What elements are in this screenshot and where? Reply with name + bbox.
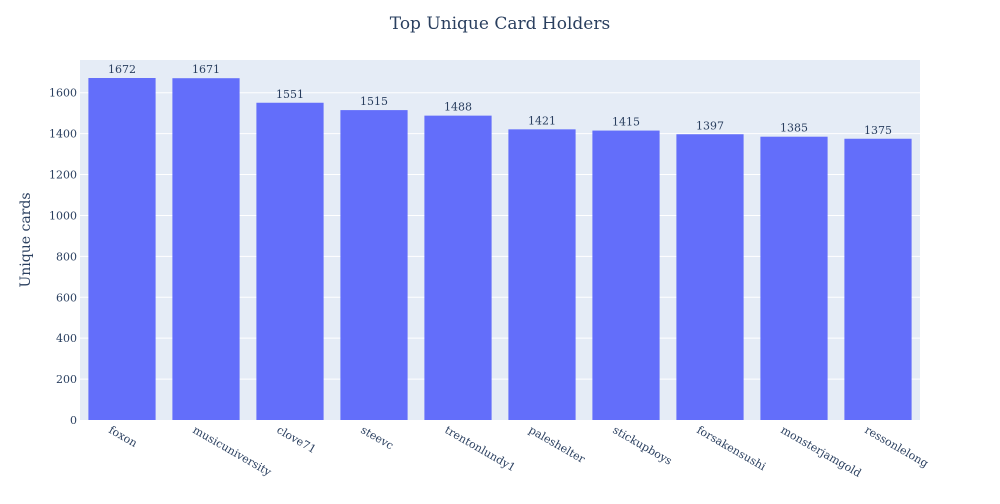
bar[interactable] — [676, 134, 744, 420]
x-tick-label: monsterjamgold — [779, 423, 864, 480]
y-tick-label: 1000 — [49, 209, 77, 222]
bar-value-label: 1671 — [192, 63, 220, 76]
y-tick-label: 600 — [56, 291, 77, 304]
y-axis-title: Unique cards — [18, 192, 34, 287]
bar-value-label: 1672 — [108, 63, 136, 76]
x-tick-label: trentonlundy1 — [443, 423, 518, 474]
bar[interactable] — [340, 110, 408, 420]
bar[interactable] — [592, 130, 660, 420]
y-tick-label: 0 — [70, 414, 77, 427]
x-axis-ticks: foxon musicuniversity clove71 steevc trenton… — [107, 423, 931, 480]
y-tick-label: 400 — [56, 332, 77, 345]
bar-value-label: 1385 — [780, 122, 808, 135]
bar[interactable] — [760, 136, 828, 421]
x-tick-label: forsakensushi — [695, 423, 769, 473]
x-tick-label: foxon — [107, 423, 140, 450]
x-tick-label: steevc — [359, 423, 396, 452]
bars: 1672 1671 1551 1515 1488 1421 1415 1397 1385 1375 — [88, 63, 912, 421]
x-tick-label: clove71 — [275, 423, 319, 456]
x-tick-label: paleshelter — [527, 423, 588, 466]
y-tick-label: 1200 — [49, 169, 77, 182]
y-axis-ticks: 0 200 400 600 800 1000 1200 1400 1600 — [49, 87, 77, 427]
bar-value-label: 1397 — [696, 119, 724, 132]
bar-value-label: 1421 — [528, 114, 556, 127]
bar-value-label: 1415 — [612, 116, 640, 129]
bar[interactable] — [88, 78, 156, 420]
bar-value-label: 1488 — [444, 101, 472, 114]
x-tick-label: musicuniversity — [191, 423, 275, 479]
x-tick-label: stickupboys — [611, 423, 675, 467]
bar[interactable] — [424, 115, 492, 421]
bar-value-label: 1515 — [360, 95, 388, 108]
bar[interactable] — [508, 129, 576, 420]
y-tick-label: 800 — [56, 250, 77, 263]
bar-value-label: 1551 — [276, 88, 304, 101]
y-tick-label: 200 — [56, 373, 77, 386]
bar[interactable] — [172, 78, 240, 421]
y-tick-label: 1600 — [49, 87, 77, 100]
chart-title: Top Unique Card Holders — [390, 14, 610, 34]
bar-value-label: 1375 — [864, 124, 892, 137]
y-tick-label: 1400 — [49, 128, 77, 141]
x-tick-label: ressonlelong — [863, 423, 931, 470]
bar[interactable] — [256, 102, 324, 420]
bar[interactable] — [844, 138, 912, 420]
